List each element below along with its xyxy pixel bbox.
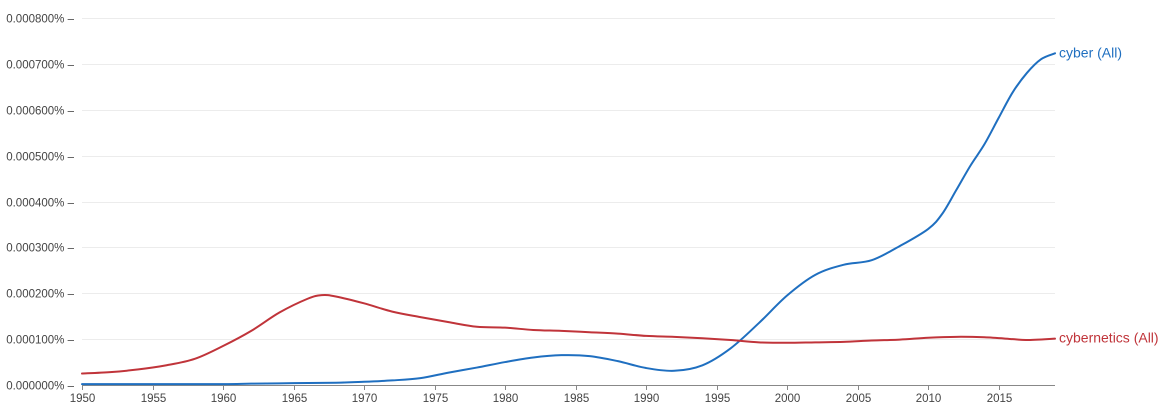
x-tick-label: 1990: [634, 393, 660, 405]
y-axis-ticks: 0.000000% – 0.000100% – 0.000200% – 0.00030…: [6, 14, 74, 393]
y-tick-label: 0.000800% –: [6, 14, 74, 26]
x-tick-label: 2005: [846, 393, 872, 405]
x-tick-label: 1955: [141, 393, 167, 405]
series-label-cybernetics: cybernetics (All): [1059, 330, 1159, 346]
y-tick-label: 0.000200% –: [6, 289, 74, 301]
series-line-cybernetics: [81, 293, 1056, 375]
x-tick-label: 1985: [564, 393, 590, 405]
x-tick-label: 1995: [705, 393, 731, 405]
grid-lines: [82, 18, 1055, 340]
y-tick-label: 0.000600% –: [6, 106, 74, 118]
y-tick-label: 0.000000% –: [6, 381, 74, 393]
series-label-cyber: cyber (All): [1059, 44, 1122, 60]
x-tick-label: 2010: [916, 393, 942, 405]
x-tick-label: 1970: [352, 393, 378, 405]
y-tick-label: 0.000500% –: [6, 152, 74, 164]
x-tick-label: 2015: [987, 393, 1013, 405]
series-lines: [81, 52, 1056, 386]
y-tick-label: 0.000100% –: [6, 335, 74, 347]
series-line-cyber: [81, 52, 1056, 386]
x-tick-label: 1950: [70, 393, 96, 405]
x-tick-label: 1965: [282, 393, 308, 405]
series-labels: cyber (All) cybernetics (All): [1059, 44, 1159, 345]
x-tick-label: 1960: [211, 393, 237, 405]
x-axis: 1950 1955 1960 1965 1970 1975 1980 1985 1990 1995…: [70, 385, 1055, 405]
y-tick-label: 0.000700% –: [6, 60, 74, 72]
x-tick-label: 1975: [423, 393, 449, 405]
y-tick-label: 0.000300% –: [6, 243, 74, 255]
x-tick-label: 1980: [493, 393, 519, 405]
y-tick-label: 0.000400% –: [6, 198, 74, 210]
x-tick-label: 2000: [775, 393, 801, 405]
